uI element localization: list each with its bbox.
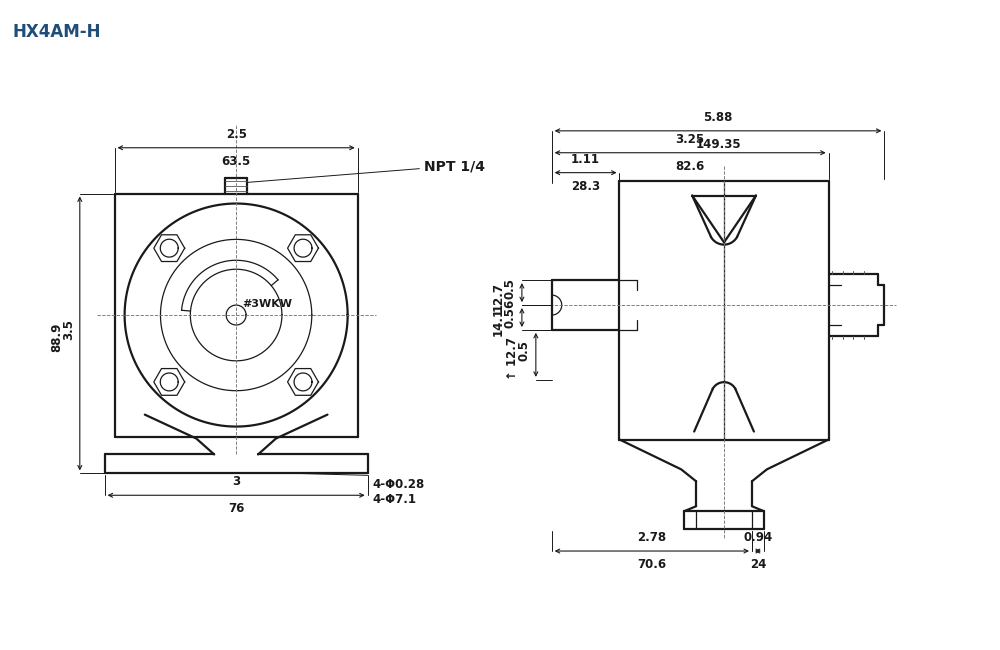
- Text: 1.11: 1.11: [571, 153, 600, 166]
- Text: HX4AM-H: HX4AM-H: [12, 23, 101, 42]
- Text: NPT 1/4: NPT 1/4: [424, 160, 485, 174]
- Text: 3: 3: [232, 475, 240, 488]
- Text: 0.5: 0.5: [504, 278, 517, 299]
- Text: 149.35: 149.35: [695, 138, 741, 151]
- Text: 3.25: 3.25: [676, 133, 705, 146]
- Text: 0.5: 0.5: [518, 341, 531, 361]
- Text: 3.5: 3.5: [62, 319, 75, 340]
- Text: 2.5: 2.5: [226, 128, 247, 141]
- Text: 76: 76: [228, 502, 244, 515]
- Text: 88.9: 88.9: [50, 323, 63, 352]
- Text: 70.6: 70.6: [637, 558, 666, 571]
- Text: 0.56: 0.56: [504, 299, 517, 328]
- Text: 4-Φ7.1: 4-Φ7.1: [373, 493, 417, 506]
- Text: 4-Φ0.28: 4-Φ0.28: [373, 478, 425, 491]
- Text: 2.78: 2.78: [637, 531, 666, 544]
- Text: 5.88: 5.88: [703, 111, 733, 124]
- Text: #3WKW: #3WKW: [242, 299, 292, 309]
- Text: 82.6: 82.6: [676, 160, 705, 173]
- Text: ↑ 12.7: ↑ 12.7: [506, 337, 519, 380]
- Text: 0.94: 0.94: [743, 531, 773, 544]
- Text: 14.1: 14.1: [492, 307, 505, 336]
- Text: 12.7: 12.7: [492, 282, 505, 311]
- Text: 28.3: 28.3: [571, 179, 600, 192]
- Text: 63.5: 63.5: [222, 155, 251, 168]
- Text: 24: 24: [750, 558, 766, 571]
